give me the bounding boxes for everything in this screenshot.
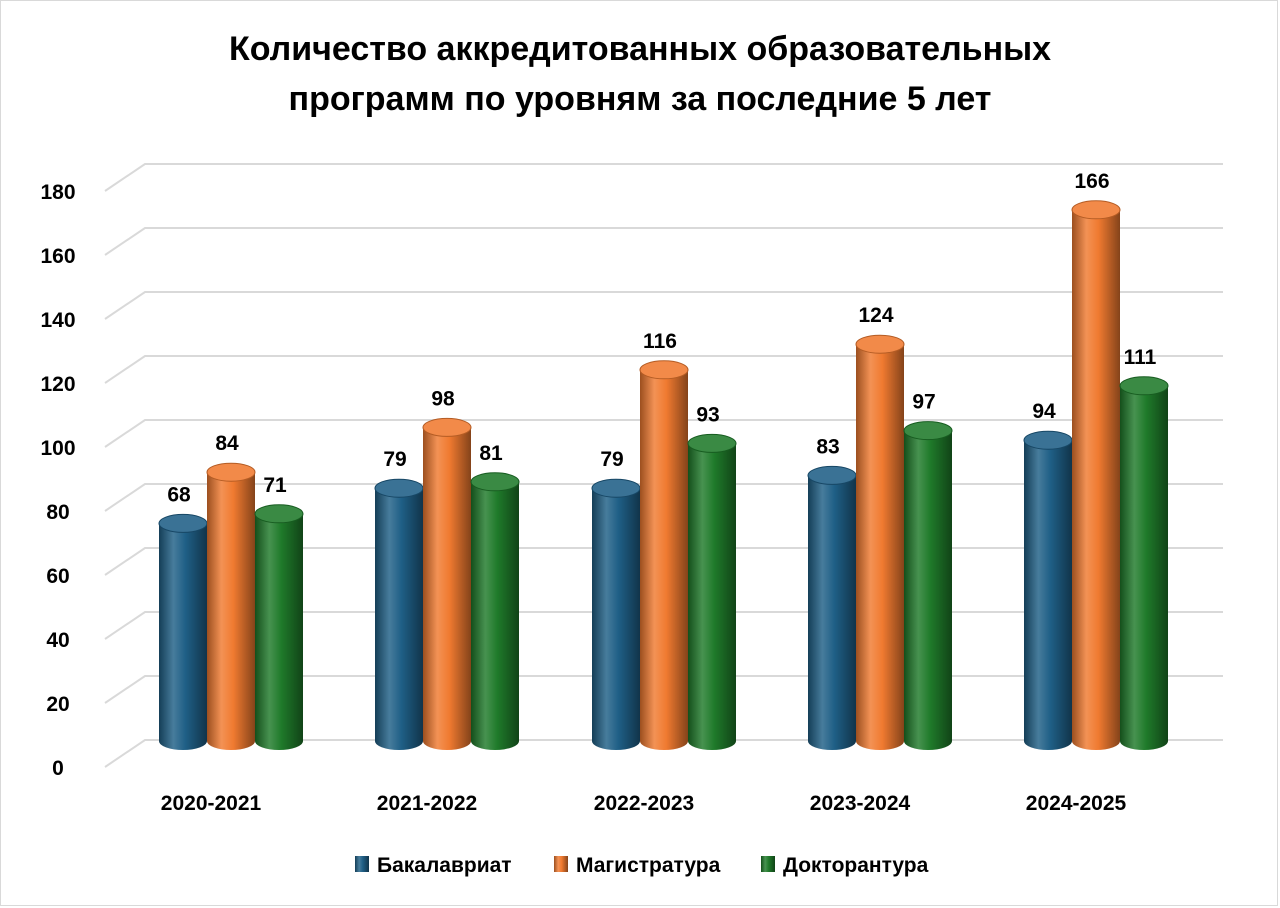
bar-Магистратура-2022-2023 [639,360,689,750]
data-label: 98 [431,387,455,410]
bar-body [808,475,856,750]
bar-top [1023,430,1073,450]
x-category-label: 2021-2022 [377,792,477,815]
y-tick-label: 20 [46,693,69,716]
data-label: 71 [263,474,287,497]
bar-body [1120,385,1168,750]
x-axis-categories: 2020-2021 2021-2022 2022-2023 2023-2024 2024… [161,792,1127,815]
chart-title-line-1: Количество аккредитованных образовательн… [228,30,1052,68]
y-tick-label: 180 [40,181,75,204]
chart-title: Количество аккредитованных образовательн… [0,24,1280,124]
bar-Магистратура-2021-2022 [422,417,472,750]
bar-Докторантура-2020-2021 [254,504,304,750]
bar-Бакалавриат-2020-2021 [158,513,208,750]
bar-Магистратура-2020-2021 [206,462,256,750]
data-label: 111 [1124,346,1157,369]
bar-top [639,360,689,380]
bar-top [1071,200,1121,220]
bar-top [687,433,737,453]
legend-item-Бакалавриат: Бакалавриат [355,854,512,877]
legend-label: Магистратура [576,854,721,877]
bar-top [254,504,304,524]
legend-item-Докторантура: Докторантура [761,854,929,877]
legend-swatch [761,856,775,872]
data-label: 94 [1032,400,1056,423]
bar-body [471,481,519,750]
bar-body [207,472,255,750]
bar-body [159,523,207,750]
bar-body [904,430,952,750]
bars [158,200,1169,751]
bar-Докторантура-2021-2022 [470,472,520,750]
data-label: 79 [383,448,406,471]
x-category-label: 2024-2025 [1026,792,1127,815]
legend-swatch [554,856,568,872]
legend-label: Бакалавриат [377,854,512,877]
bar-Докторантура-2022-2023 [687,433,737,750]
y-axis-ticks: 0 20 40 60 80 100 120 140 160 180 [40,181,75,780]
bar-Магистратура-2024-2025 [1071,200,1121,751]
data-label: 116 [643,330,677,353]
bar-top [855,334,905,354]
y-tick-label: 140 [40,309,75,332]
bar-top [903,421,953,441]
x-category-label: 2020-2021 [161,792,262,815]
data-label: 81 [479,442,503,465]
bar-body [688,443,736,750]
bar-body [640,369,688,750]
data-label: 83 [816,435,839,458]
bar-top [1119,376,1169,396]
chart-title-line-2: программ по уровням за последние 5 лет [288,80,992,118]
y-tick-label: 0 [52,757,64,780]
y-tick-label: 60 [46,565,69,588]
bar-body [856,344,904,750]
bar-Бакалавриат-2021-2022 [374,478,424,750]
bar-body [423,427,471,750]
bar-Бакалавриат-2023-2024 [807,465,857,750]
data-labels: 68 84 71 79 98 81 79 116 93 83 124 97 94 166 111 [167,170,1156,507]
bar-top [206,462,256,482]
bar-top [158,513,208,533]
bar-top [470,472,520,492]
legend-label: Докторантура [783,854,929,877]
data-label: 93 [696,403,719,426]
y-tick-label: 160 [40,245,75,268]
x-category-label: 2023-2024 [810,792,911,815]
bar-top [374,478,424,498]
bar-body [1072,209,1120,751]
data-label: 68 [167,483,191,506]
data-label: 97 [912,391,935,414]
gridline-180 [104,163,1223,192]
gridline-160 [104,227,1223,256]
bar-body [375,488,423,750]
bar-Бакалавриат-2024-2025 [1023,430,1073,750]
y-tick-label: 120 [40,373,75,396]
bar-Докторантура-2023-2024 [903,421,953,750]
bar-Докторантура-2024-2025 [1119,376,1169,750]
bar-body [592,488,640,750]
y-tick-label: 40 [46,629,69,652]
bar-top [591,478,641,498]
data-label: 124 [858,304,893,327]
legend-swatch [355,856,369,872]
bar-body [1024,440,1072,750]
bar-Бакалавриат-2022-2023 [591,478,641,750]
data-label: 84 [215,432,239,455]
legend-item-Магистратура: Магистратура [554,854,721,877]
bar-top [422,417,472,437]
bar-body [255,513,303,750]
data-label: 166 [1074,170,1109,193]
x-category-label: 2022-2023 [594,792,694,815]
bar-Магистратура-2023-2024 [855,334,905,750]
legend: Бакалавриат Магистратура Докторантура [355,854,929,877]
y-tick-label: 100 [40,437,75,460]
bar-top [807,465,857,485]
y-tick-label: 80 [46,501,69,524]
data-label: 79 [600,448,623,471]
gridline-140 [104,291,1223,320]
